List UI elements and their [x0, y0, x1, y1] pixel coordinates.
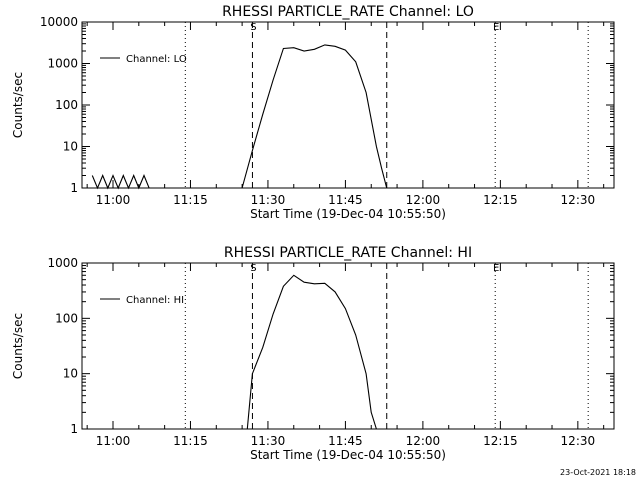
y-tick-label: 100 — [55, 98, 78, 112]
x-tick-label: 11:15 — [173, 193, 208, 207]
x-tick-label: 11:45 — [328, 434, 363, 448]
y-tick-label: 10 — [63, 367, 78, 381]
chart-panel-1: RHESSI PARTICLE_RATE Channel: HI Counts/s… — [11, 245, 615, 462]
y-tick-label: 1 — [70, 181, 78, 195]
legend-label: Channel: LO — [126, 54, 187, 65]
y-axis-label: Counts/sec — [11, 72, 25, 138]
marker-label: E — [493, 263, 499, 274]
footer-timestamp: 23-Oct-2021 18:18 — [560, 468, 636, 477]
chart-title: RHESSI PARTICLE_RATE Channel: LO — [222, 4, 474, 20]
x-tick-label: 12:15 — [483, 434, 518, 448]
y-tick-label: 10000 — [40, 15, 78, 29]
chart-panel-0: RHESSI PARTICLE_RATE Channel: LO Counts/s… — [11, 4, 615, 221]
x-tick-label: 11:45 — [328, 193, 363, 207]
y-tick-label: 10 — [63, 140, 78, 154]
x-tick-label: 12:30 — [561, 434, 596, 448]
x-tick-label: 12:30 — [561, 193, 596, 207]
y-tick-label: 100 — [55, 311, 78, 325]
x-axis-label: Start Time (19-Dec-04 10:55:50) — [250, 207, 446, 221]
legend-label: Channel: HI — [126, 295, 184, 306]
x-tick-label: 12:15 — [483, 193, 518, 207]
x-tick-label: 12:00 — [406, 434, 441, 448]
y-tick-label: 1000 — [47, 256, 78, 270]
axis-frame — [81, 262, 615, 430]
marker-label: E — [493, 22, 499, 33]
series-line-0 — [246, 274, 377, 430]
marker-label: S — [250, 22, 256, 33]
y-tick-label: 1000 — [47, 57, 78, 71]
x-tick-label: 12:00 — [406, 193, 441, 207]
x-axis-label: Start Time (19-Dec-04 10:55:50) — [250, 448, 446, 462]
x-tick-label: 11:30 — [251, 193, 286, 207]
y-tick-label: 1 — [70, 422, 78, 436]
axis-frame — [81, 21, 615, 189]
y-axis-label: Counts/sec — [11, 313, 25, 379]
chart-title: RHESSI PARTICLE_RATE Channel: HI — [224, 245, 472, 261]
x-tick-label: 11:30 — [251, 434, 286, 448]
x-tick-label: 11:00 — [96, 434, 131, 448]
x-tick-label: 11:15 — [173, 434, 208, 448]
x-tick-label: 11:00 — [96, 193, 131, 207]
marker-label: S — [250, 263, 256, 274]
series-line-0 — [91, 44, 388, 190]
